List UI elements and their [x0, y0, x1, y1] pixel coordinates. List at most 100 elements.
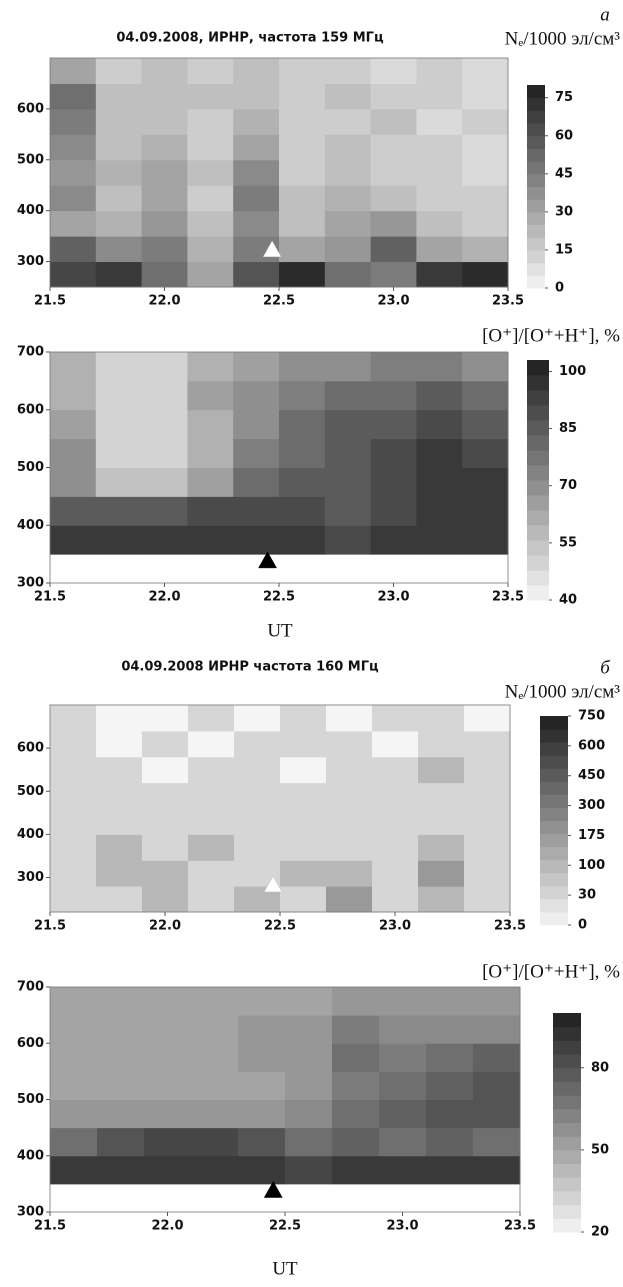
heat-cell	[188, 756, 235, 784]
heat-cell	[279, 58, 326, 84]
colorbar-band	[527, 275, 545, 289]
y-tick-label: 700	[17, 980, 44, 995]
y-tick-label: 400	[17, 518, 44, 533]
heat-cell	[187, 438, 234, 468]
heat-cell	[370, 352, 417, 382]
heat-cell	[188, 808, 235, 835]
heat-cell	[233, 438, 280, 468]
heat-cell	[144, 1043, 192, 1072]
heat-cell	[372, 730, 419, 758]
heat-cell	[326, 834, 373, 861]
heat-cell	[379, 987, 427, 1016]
heat-cell	[279, 108, 326, 135]
colorbar-band	[540, 729, 568, 743]
heat-cell	[464, 705, 511, 732]
heat-cell	[238, 1127, 286, 1157]
heat-cell	[279, 409, 326, 440]
heat-cell	[464, 860, 511, 887]
heat-cell	[95, 409, 143, 440]
heat-cell	[324, 261, 372, 288]
heat-cell	[372, 808, 419, 835]
heat-cell	[332, 1071, 380, 1100]
heat-cell	[416, 83, 463, 110]
chart-title: 04.09.2008, ИРНР, частота 159 МГц	[116, 31, 384, 46]
heat-cell	[188, 886, 235, 913]
heat-cell	[462, 496, 509, 526]
heat-cell	[234, 808, 281, 835]
heat-cell	[416, 108, 463, 135]
colorbar-band	[527, 211, 545, 226]
heat-cell	[372, 705, 419, 732]
heat-cell	[324, 236, 372, 263]
heat-cell	[418, 730, 465, 758]
colorbar-tick-label: 55	[559, 535, 577, 550]
heat-cell	[332, 987, 380, 1016]
heat-cell	[142, 730, 189, 758]
colorbar-band	[527, 570, 549, 586]
heat-cell	[324, 134, 372, 161]
heat-cell	[142, 860, 189, 887]
heat-cell	[188, 834, 235, 861]
heat-cell	[426, 1099, 474, 1129]
heat-cell	[285, 1155, 333, 1185]
heat-cell	[332, 1015, 380, 1044]
heat-cell	[324, 352, 372, 382]
colorbar-band	[553, 1026, 581, 1041]
heat-cell	[462, 58, 509, 84]
heat-cell	[141, 58, 188, 84]
heat-cell	[50, 782, 97, 809]
colorbar-band	[527, 450, 549, 466]
colorbar-band	[527, 173, 545, 187]
heat-cell	[97, 1015, 145, 1044]
heat-cell	[96, 886, 143, 913]
y-tick-label: 400	[17, 827, 44, 842]
heat-cell	[233, 380, 280, 411]
heat-cell	[279, 438, 326, 468]
heat-cell	[324, 185, 372, 212]
heat-cell	[285, 987, 333, 1016]
heat-cell	[95, 525, 143, 555]
y-tick-label: 400	[17, 1148, 44, 1163]
colorbar-band	[527, 480, 549, 496]
heat-cell	[144, 1127, 192, 1157]
heat-cell	[238, 1155, 286, 1185]
heat-cell	[379, 1127, 427, 1157]
heat-cell	[462, 159, 509, 186]
colorbar-band	[540, 807, 568, 821]
colorbar-tick-label: 600	[578, 738, 605, 753]
colorbar-label: Nₑ/1000 эл/см³	[505, 681, 621, 702]
heat-cell	[233, 496, 280, 526]
heat-cell	[462, 236, 509, 263]
colorbar-band	[527, 148, 545, 162]
heat-cell	[462, 83, 509, 110]
heat-cell	[324, 438, 372, 468]
heat-cell	[332, 1155, 380, 1185]
colorbar-band	[540, 820, 568, 835]
heat-cell	[462, 438, 509, 468]
y-tick-label: 300	[17, 1205, 44, 1220]
heat-cell	[187, 134, 234, 161]
x-tick-label: 23.0	[377, 590, 409, 605]
heat-cell	[416, 352, 463, 382]
colorbar-band	[553, 1081, 581, 1096]
heat-cell	[191, 1015, 239, 1044]
x-tick-label: 22.5	[269, 1219, 301, 1234]
heat-cell	[50, 705, 97, 732]
heat-cell	[50, 134, 97, 161]
heat-cell	[324, 83, 372, 110]
heat-cell	[144, 1071, 192, 1100]
heat-cell	[50, 236, 97, 263]
heat-cell	[50, 1127, 98, 1157]
heat-cell	[97, 1127, 145, 1157]
colorbar-label: Nₑ/1000 эл/см³	[505, 28, 621, 49]
heat-cell	[187, 83, 234, 110]
heat-cell	[279, 261, 326, 288]
heat-cell	[233, 210, 280, 237]
heat-cell	[142, 782, 189, 809]
x-tick-label: 21.5	[34, 590, 66, 605]
heat-cell	[141, 496, 188, 526]
heat-cell	[279, 83, 326, 110]
heat-cell	[141, 525, 188, 555]
heat-cell	[279, 185, 326, 212]
heat-cell	[464, 756, 511, 784]
